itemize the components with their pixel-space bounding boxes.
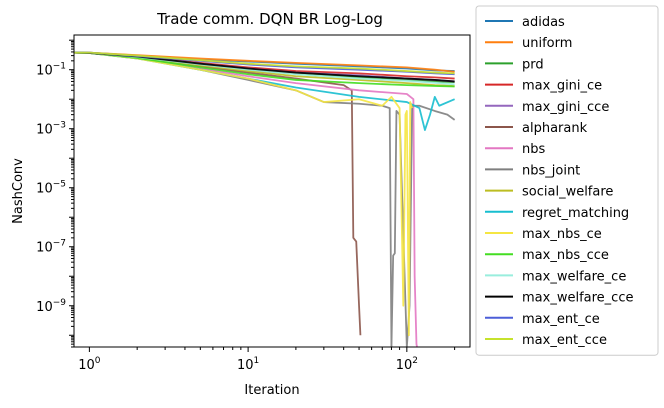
x-tick-label: 102 <box>396 356 418 373</box>
legend-label: nbs_joint <box>522 163 580 178</box>
legend-item: nbs <box>485 142 545 157</box>
legend-item: social_welfare <box>485 185 613 200</box>
legend-item: max_nbs_ce <box>485 227 602 242</box>
y-tick-label: 10−7 <box>36 239 66 256</box>
x-axis: 100 101 102 <box>78 347 456 373</box>
legend-label: prd <box>522 57 544 72</box>
legend-item: max_welfare_cce <box>485 291 633 306</box>
x-axis-label: Iteration <box>244 383 299 398</box>
legend-label: regret_matching <box>522 206 629 221</box>
legend-label: max_nbs_ce <box>522 227 602 242</box>
legend-item: nbs_joint <box>485 163 580 178</box>
legend-label: social_welfare <box>522 185 613 200</box>
y-tick-label: 10−3 <box>36 121 66 138</box>
legend-label: adidas <box>522 15 565 30</box>
legend-label: nbs <box>522 142 545 157</box>
legend-item: alpharank <box>485 121 588 136</box>
legend-item: uniform <box>485 36 572 51</box>
legend-label: max_welfare_cce <box>522 291 633 306</box>
legend-label: max_welfare_ce <box>522 269 626 284</box>
y-tick-label: 10−9 <box>36 298 66 315</box>
legend-label: max_ent_cce <box>522 333 607 348</box>
legend-label: alpharank <box>522 121 588 136</box>
legend-item: max_ent_cce <box>485 333 607 348</box>
legend-box <box>475 5 659 356</box>
legend-item: max_gini_cce <box>485 100 609 115</box>
legend-item: max_welfare_ce <box>485 269 626 284</box>
series-line-nbs-joint <box>74 51 456 347</box>
y-axis: 10−1 10−3 10−5 10−7 10−9 <box>36 39 74 348</box>
legend-label: max_gini_cce <box>522 100 609 115</box>
y-tick-label: 10−5 <box>36 180 66 197</box>
series-line-alpharank <box>74 51 362 336</box>
legend-item: max_ent_ce <box>485 312 600 327</box>
legend-label: max_gini_ce <box>522 79 602 94</box>
series-line-max-nbs-ce <box>74 51 413 337</box>
legend-item: max_gini_ce <box>485 79 602 94</box>
y-tick-label: 10−1 <box>36 62 66 79</box>
legend-label: uniform <box>522 36 572 51</box>
legend-label: max_nbs_cce <box>522 248 609 263</box>
chart-title: Trade comm. DQN BR Log-Log <box>156 10 383 28</box>
x-tick-label: 101 <box>237 356 259 373</box>
series-layer <box>74 51 456 347</box>
legend: adidas uniform prd max_gini_ce max_gini_ccea… <box>475 5 659 356</box>
legend-item: regret_matching <box>485 206 629 221</box>
legend-item: max_nbs_cce <box>485 248 609 263</box>
legend-item: adidas <box>485 15 565 30</box>
legend-item: prd <box>485 57 544 72</box>
y-axis-label: NashConv <box>11 158 26 224</box>
x-tick-label: 100 <box>78 356 101 373</box>
series-line-max-ent-cce <box>74 51 455 75</box>
legend-label: max_ent_ce <box>522 312 600 327</box>
